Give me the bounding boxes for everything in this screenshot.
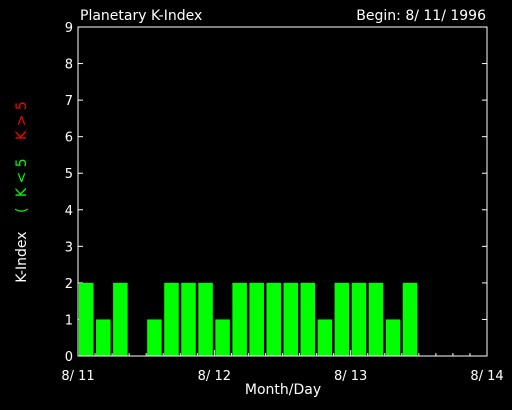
bar-series xyxy=(79,282,418,356)
k-index-bar xyxy=(402,282,418,356)
y-tick-label: 8 xyxy=(65,58,73,73)
y-tick-label: 7 xyxy=(65,94,73,109)
x-tick-label: 8/ 14 xyxy=(470,369,503,384)
legend-low: K < 5 xyxy=(14,158,30,197)
y-tick-label: 4 xyxy=(65,204,73,219)
y-tick-label: 9 xyxy=(65,21,73,36)
x-tick-label: 8/ 11 xyxy=(61,369,94,384)
begin-date: Begin: 8/ 11/ 1996 xyxy=(356,8,486,24)
k-index-bar xyxy=(351,282,367,356)
y-tick-label: 6 xyxy=(65,131,73,146)
x-axis-label: Month/Day xyxy=(245,382,321,398)
y-tick-label: 1 xyxy=(65,313,73,328)
x-tick-label: 8/ 13 xyxy=(334,369,367,384)
y-tick-label: 3 xyxy=(65,240,73,255)
k-index-bar xyxy=(300,282,316,356)
svg-text:K-Index ( K < 5: K-Index ( K < 5 K > 5 xyxy=(14,101,30,283)
k-index-bar xyxy=(334,282,350,356)
k-index-bar xyxy=(164,282,179,356)
k-index-bar xyxy=(385,319,401,356)
x-tick-label: 8/ 12 xyxy=(198,369,231,384)
x-axis: 8/ 11 8/ 12 8/ 13 8/ 14 xyxy=(61,350,504,384)
k-index-bar xyxy=(317,319,333,356)
k-index-bar xyxy=(113,282,128,356)
k-index-bar xyxy=(181,282,196,356)
k-index-bar xyxy=(283,282,299,356)
y-tick-label: 2 xyxy=(65,277,73,292)
k-index-bar xyxy=(147,319,162,356)
k-index-bar xyxy=(96,319,111,356)
k-index-bar xyxy=(215,319,230,356)
chart-title: Planetary K-Index xyxy=(80,8,202,24)
y-tick-label: 5 xyxy=(65,167,73,182)
legend-high: K > 5 xyxy=(14,101,30,140)
k-index-bar xyxy=(368,282,384,356)
k-index-bar xyxy=(266,282,281,356)
k-index-bar xyxy=(249,282,264,356)
plot-frame xyxy=(77,26,488,357)
k-index-bar xyxy=(198,282,213,356)
y-tick-label: 0 xyxy=(65,350,73,365)
k-index-bar xyxy=(232,282,247,356)
k-index-bar xyxy=(79,282,94,356)
y-axis-label: K-Index xyxy=(14,231,30,282)
y-axis-legend: K-Index ( K < 5 K > 5 xyxy=(14,101,30,283)
legend-open-paren: ( xyxy=(14,208,30,213)
